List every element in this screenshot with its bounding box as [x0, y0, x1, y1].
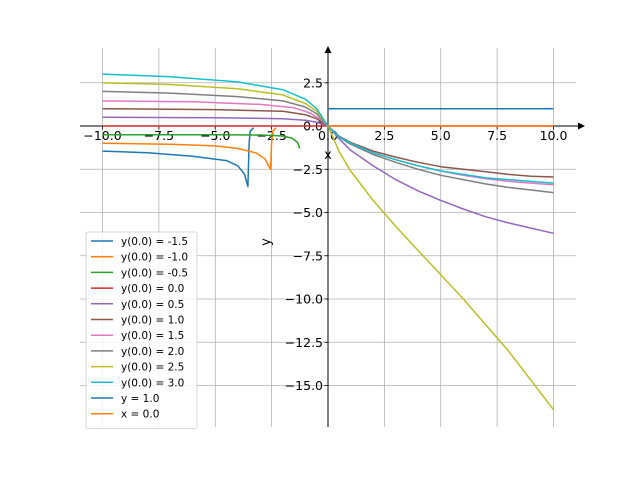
legend-label: x = 0.0: [121, 409, 159, 421]
series-line-4: [102, 116, 554, 235]
x-tick-label: 5.0: [431, 128, 451, 143]
legend-label: y(0.0) = 0.5: [121, 299, 184, 311]
legend-label: y(0.0) = 1.0: [121, 315, 184, 327]
x-tick-label: 7.5: [487, 128, 507, 143]
legend-label: y(0.0) = -1.5: [121, 236, 188, 248]
legend-label: y = 1.0: [121, 393, 159, 405]
y-axis-label: y: [259, 238, 274, 246]
x-tick-label: −7.5: [144, 128, 174, 143]
y-tick-label: −12.5: [285, 335, 323, 350]
x-axis-arrow-icon: [578, 122, 585, 130]
legend: y(0.0) = -1.5 y(0.0) = -1.0 y(0.0) = -0.5 y…: [85, 231, 198, 429]
x-tick-label: 2.5: [374, 128, 394, 143]
series-line-1: [102, 127, 277, 171]
y-tick-label: 2.5: [303, 75, 323, 90]
legend-label: y(0.0) = 1.5: [121, 330, 184, 342]
series-line-5: [102, 107, 554, 178]
series-line-2: [102, 133, 301, 149]
x-tick-label: −10.0: [83, 128, 121, 143]
y-axis-arrow-icon: [324, 46, 332, 53]
x-tick-label: −5.0: [200, 128, 230, 143]
legend-label: y(0.0) = -1.0: [121, 252, 188, 264]
legend-box: [85, 231, 198, 429]
legend-label: y(0.0) = 2.5: [121, 362, 184, 374]
series-line-9: [102, 73, 554, 184]
y-tick-label: −15.0: [285, 378, 323, 393]
x-axis-label: x: [324, 148, 332, 163]
y-tick-label: −2.5: [293, 162, 323, 177]
y-tick-label: −7.5: [293, 248, 323, 263]
legend-label: y(0.0) = 2.0: [121, 346, 184, 358]
legend-label: y(0.0) = -0.5: [121, 267, 188, 279]
series-lines: [102, 73, 555, 411]
y-tick-label: −5.0: [293, 205, 323, 220]
legend-label: y(0.0) = 3.0: [121, 377, 184, 389]
series-line-0: [102, 127, 255, 188]
series-line-7: [102, 90, 554, 194]
y-tick-label: −10.0: [285, 292, 323, 307]
x-tick-label: 10.0: [540, 128, 568, 143]
legend-label: y(0.0) = 0.0: [121, 283, 184, 295]
series-line-8: [102, 82, 555, 411]
